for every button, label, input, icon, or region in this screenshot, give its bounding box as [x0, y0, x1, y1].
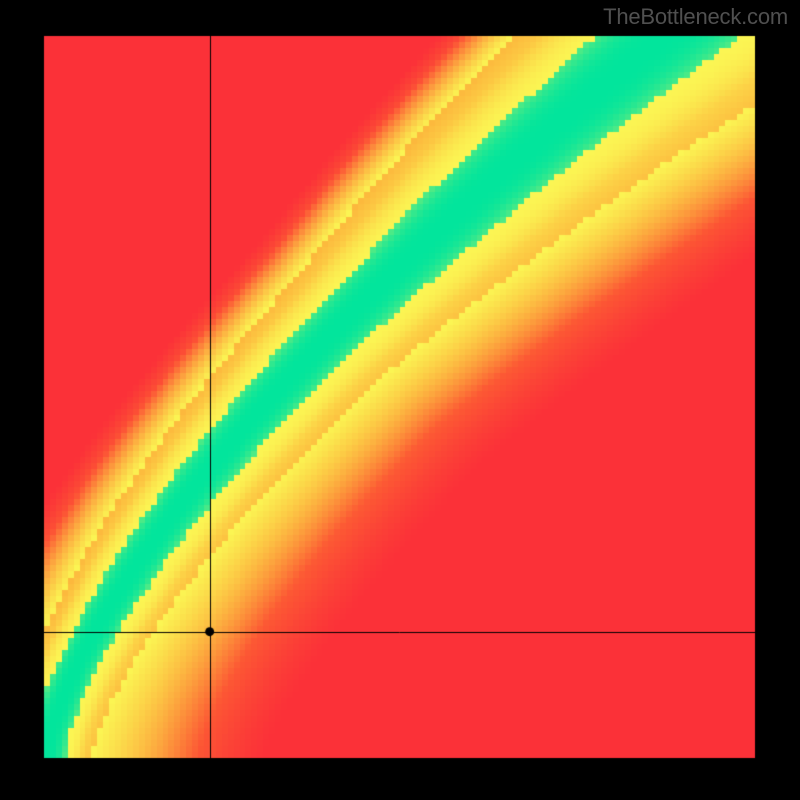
bottleneck-heatmap: [0, 0, 800, 800]
watermark-text: TheBottleneck.com: [603, 4, 788, 30]
